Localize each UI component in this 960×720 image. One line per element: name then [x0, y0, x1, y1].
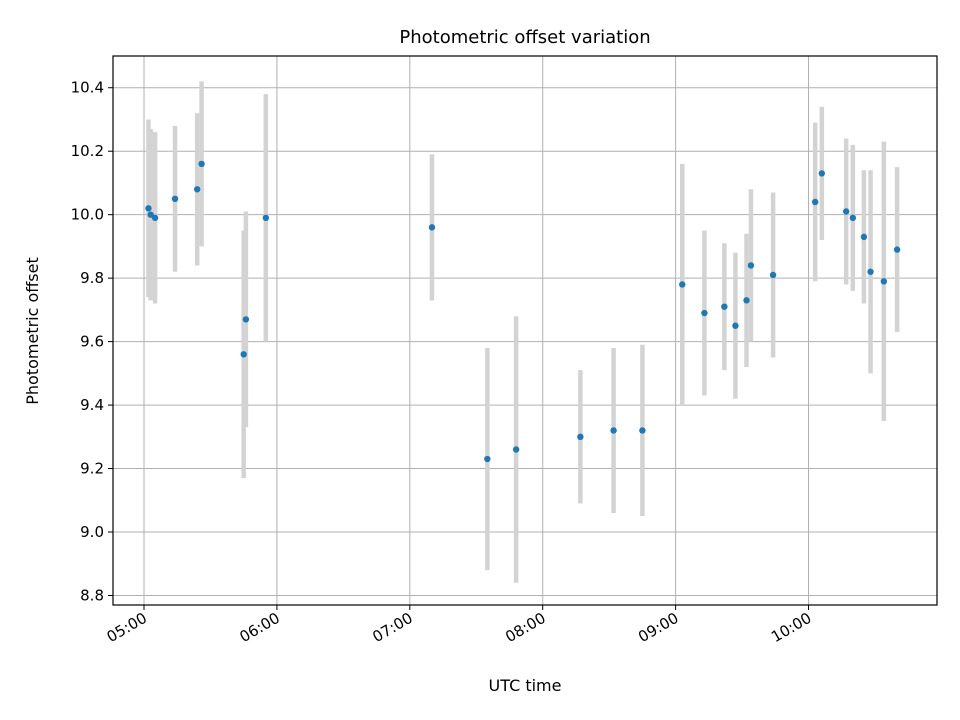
plot-frame [112, 55, 938, 606]
y-axis-label: Photometric offset [23, 257, 42, 405]
y-tick-label: 10.0 [71, 206, 104, 224]
data-point [147, 211, 154, 218]
y-tick-label: 9.0 [80, 523, 104, 541]
data-point [818, 170, 826, 177]
data-point [811, 198, 819, 206]
y-tick-label: 8.8 [80, 586, 104, 604]
data-point [512, 446, 520, 453]
data-point [145, 205, 152, 212]
data-point [577, 433, 584, 441]
chart-title: Photometric offset variation [399, 27, 650, 48]
y-tick-label: 10.2 [71, 142, 104, 160]
data-point [842, 208, 850, 215]
y-tick-label: 9.8 [80, 269, 104, 287]
data-point [193, 186, 201, 193]
data-point [860, 233, 868, 241]
y-tick-label: 9.2 [80, 460, 104, 478]
data-point [743, 297, 750, 304]
data-point [262, 214, 270, 222]
data-point [242, 316, 250, 323]
data-point [610, 427, 617, 434]
grid [113, 56, 937, 605]
data-point [639, 427, 646, 434]
data-point [849, 214, 857, 222]
data-point [732, 322, 739, 329]
data-point [679, 281, 686, 288]
y-tick-label: 9.4 [80, 396, 104, 414]
x-axis-label: UTC time [489, 676, 562, 695]
y-tick-label: 9.6 [80, 333, 104, 351]
data-point [484, 455, 491, 463]
data-point [880, 278, 888, 285]
y-axis: 8.8 9.0 9.2 9.4 9.6 9.8 10.0 10.2 10.4 [71, 79, 113, 604]
data-point [701, 309, 708, 317]
data-point [867, 268, 874, 275]
data-point [171, 195, 179, 203]
y-tick-label: 10.4 [71, 79, 104, 97]
data-point [893, 246, 901, 253]
data-point [151, 214, 159, 222]
data-point [198, 160, 205, 168]
data-point [240, 351, 247, 358]
data-point [769, 271, 777, 279]
data-point [747, 262, 755, 269]
data-point [428, 224, 436, 231]
data-points [145, 160, 901, 463]
data-point [721, 303, 728, 310]
